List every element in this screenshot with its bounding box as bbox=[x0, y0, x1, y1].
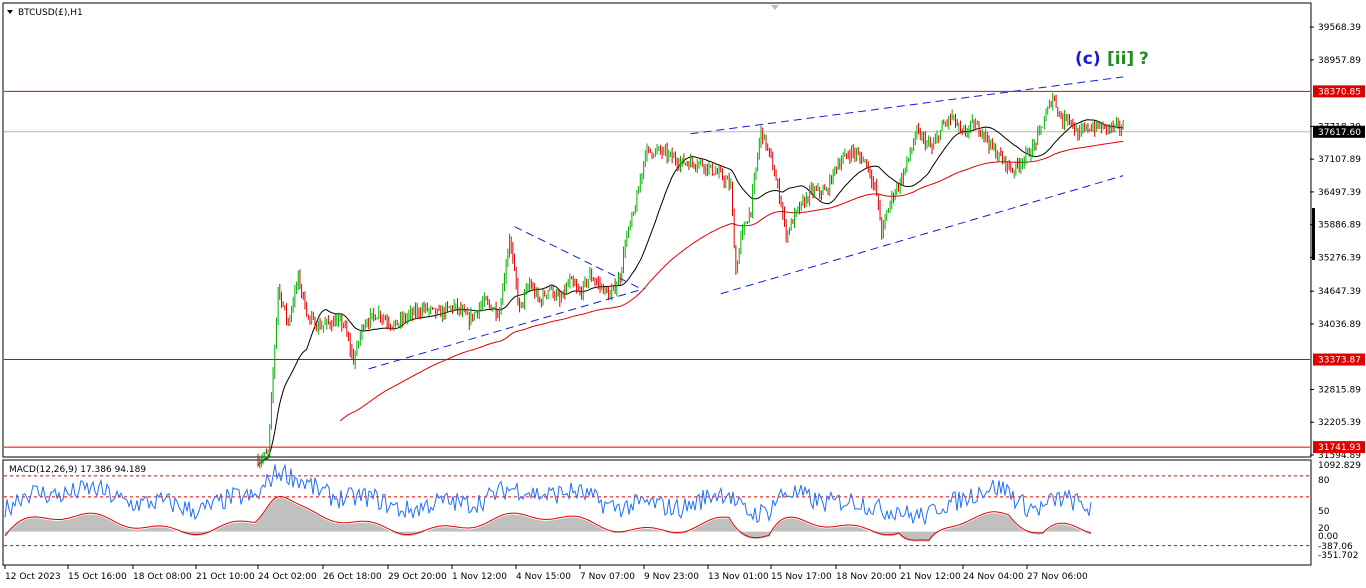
time-tick-label: 18 Nov 20:00 bbox=[836, 572, 897, 582]
price-level-badge bbox=[1313, 441, 1365, 454]
time-tick-label: 13 Nov 01:00 bbox=[708, 572, 769, 582]
time-tick-label: 12 Oct 2023 bbox=[5, 572, 61, 582]
macd-axis-label: -351.702 bbox=[1318, 551, 1358, 561]
price-tick-label: 32205.39 bbox=[1318, 418, 1361, 428]
time-tick-label: 15 Nov 17:00 bbox=[771, 572, 832, 582]
trendline[interactable] bbox=[720, 175, 1124, 295]
trendline[interactable] bbox=[690, 76, 1124, 135]
trendline[interactable] bbox=[514, 226, 641, 289]
price-tick-label: 35886.89 bbox=[1318, 221, 1361, 231]
slow-moving-average-line bbox=[339, 140, 1124, 422]
price-tick-label: 35276.39 bbox=[1318, 253, 1361, 263]
macd-axis-label: 50 bbox=[1318, 507, 1330, 517]
price-tick-label: 36497.39 bbox=[1318, 188, 1361, 198]
macd-axis-label: 80 bbox=[1318, 476, 1330, 486]
price-level-label: 38370.85 bbox=[1318, 87, 1361, 97]
macd-axis-label: 1092.829 bbox=[1318, 461, 1361, 471]
price-level-badge bbox=[1313, 353, 1365, 366]
main-panel-frame bbox=[2, 2, 1312, 458]
price-scale-handle[interactable] bbox=[1312, 208, 1315, 260]
time-tick-label: 15 Oct 16:00 bbox=[68, 572, 127, 582]
macd-signal-line bbox=[4, 495, 1092, 541]
time-tick-label: 29 Oct 20:00 bbox=[388, 572, 447, 582]
time-tick-label: 9 Nov 23:00 bbox=[644, 572, 699, 582]
price-tick-label: 38957.89 bbox=[1318, 56, 1361, 66]
price-tick-label: 34647.39 bbox=[1318, 287, 1361, 297]
macd-histogram bbox=[5, 497, 1091, 542]
macd-axis-label: 20 bbox=[1318, 524, 1330, 534]
wave-label-question: ? bbox=[1139, 49, 1149, 69]
trendline[interactable] bbox=[368, 287, 646, 370]
symbol-menu-arrow-icon[interactable] bbox=[7, 10, 13, 14]
price-level-badge bbox=[1313, 85, 1365, 98]
price-level-label: 31741.93 bbox=[1318, 443, 1361, 453]
time-tick-label: 24 Nov 04:00 bbox=[963, 572, 1024, 582]
macd-panel-frame bbox=[2, 459, 1312, 566]
wave-label-ii: [ii] bbox=[1107, 49, 1134, 69]
time-tick-label: 1 Nov 12:00 bbox=[452, 572, 507, 582]
macd-axis-label: 0.00 bbox=[1318, 532, 1338, 542]
price-tick-label: 31594.89 bbox=[1318, 451, 1361, 461]
macd-axis-label: -387.06 bbox=[1318, 542, 1353, 552]
price-level-badge bbox=[1313, 125, 1365, 138]
time-tick-label: 24 Oct 02:00 bbox=[258, 572, 317, 582]
time-tick-label: 18 Oct 08:00 bbox=[133, 572, 192, 582]
macd-main-line bbox=[4, 463, 1092, 525]
time-tick-label: 21 Nov 12:00 bbox=[900, 572, 961, 582]
symbol-title: BTCUSD(£),H1 bbox=[18, 8, 83, 18]
time-tick-label: 7 Nov 07:00 bbox=[580, 572, 635, 582]
price-tick-label: 39568.39 bbox=[1318, 23, 1361, 33]
price-level-label: 33373.87 bbox=[1318, 356, 1361, 366]
price-tick-label: 34036.89 bbox=[1318, 320, 1361, 330]
price-level-label: 37617.60 bbox=[1318, 128, 1361, 138]
wave-annotation: (c) [ii] ? bbox=[1075, 49, 1149, 69]
time-tick-label: 27 Nov 06:00 bbox=[1027, 572, 1088, 582]
wave-label-c: (c) bbox=[1075, 49, 1101, 69]
price-tick-label: 32815.89 bbox=[1318, 385, 1361, 395]
macd-title: MACD(12,26,9) 17.386 94.189 bbox=[9, 465, 146, 475]
time-tick-label: 21 Oct 10:00 bbox=[196, 572, 255, 582]
time-tick-label: 4 Nov 15:00 bbox=[516, 572, 571, 582]
price-tick-label: 37107.89 bbox=[1318, 155, 1361, 165]
time-tick-label: 26 Oct 18:00 bbox=[323, 572, 382, 582]
chart-shift-marker-icon[interactable] bbox=[771, 5, 779, 10]
